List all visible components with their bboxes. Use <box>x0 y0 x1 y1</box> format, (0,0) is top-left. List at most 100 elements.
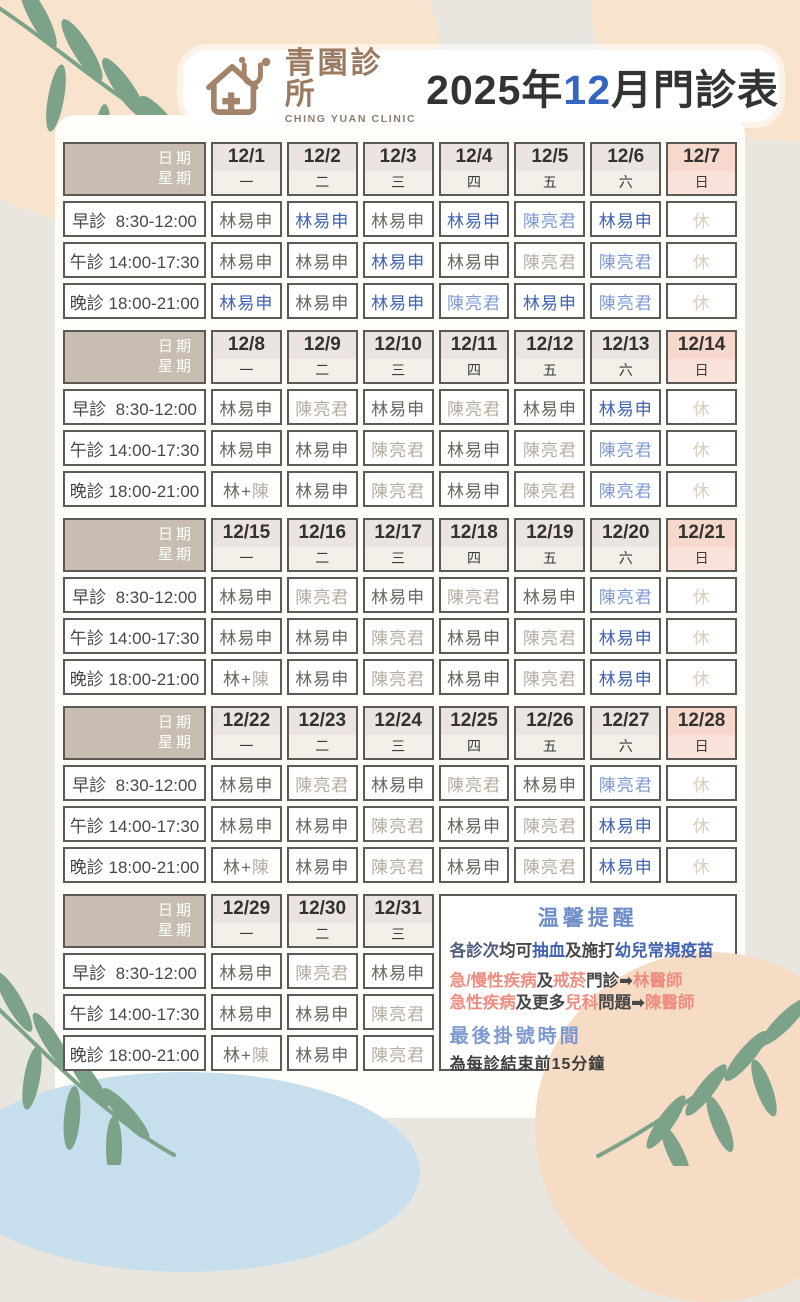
doctor-name: 林易申 <box>598 857 653 877</box>
doctor-name: 林易申 <box>598 628 653 648</box>
rest-label: 休 <box>692 293 711 313</box>
doctor-name: 林易申 <box>295 1004 350 1024</box>
weekday-value: 五 <box>516 546 584 570</box>
date-value: 12/2 <box>288 144 356 171</box>
schedule-cell: 休 <box>666 430 737 466</box>
date-header-cell: 12/24 三 <box>362 706 434 760</box>
notice-text-segment: 陳醫師 <box>644 993 695 1012</box>
schedule-cell: 陳亮君 <box>286 765 358 801</box>
date-header-cell: 12/21 日 <box>666 518 737 572</box>
doctor-name: 林+ <box>222 481 252 501</box>
week-table: 日期 星期 12/22 一 12/23 二 12/24 三 12/25 四 12/26 五 12/27 六… <box>63 706 737 883</box>
schedule-cell: 林易申 <box>514 283 586 319</box>
schedule-cell: 陳亮君 <box>286 577 358 613</box>
date-header-cell: 12/8 一 <box>211 330 282 384</box>
schedule-cell: 林易申 <box>438 618 510 654</box>
rest-label: 休 <box>692 481 711 501</box>
schedule-cell: 林易申 <box>590 201 662 237</box>
schedule-cell: 林易申 <box>286 806 358 842</box>
session-label-cell: 早診 8:30-12:00 <box>63 953 206 989</box>
date-value: 12/23 <box>288 708 356 735</box>
session-label-cell: 早診 8:30-12:00 <box>63 577 206 613</box>
doctor-name: 陳亮君 <box>371 628 426 648</box>
notice-text-segment: 林醫師 <box>632 971 683 990</box>
schedule-cell: 休 <box>666 847 737 883</box>
rest-label: 休 <box>692 816 711 836</box>
notice-panel: 温馨提醒 各診次均可抽血及施打幼兒常規疫苗 急/慢性疾病及戒菸門診➡林醫師 急性疾病及… <box>438 894 737 1074</box>
doctor-name: 林易申 <box>219 587 274 607</box>
weekday-value: 五 <box>516 170 584 194</box>
weekday-value: 三 <box>364 170 432 194</box>
schedule-cell: 林+ 陳 <box>211 1035 282 1071</box>
doctor-name: 陳亮君 <box>371 1045 426 1065</box>
schedule-cell: 陳亮君 <box>590 430 662 466</box>
doctor-name: 陳亮君 <box>371 669 426 689</box>
week-table: 日期 星期 12/15 一 12/16 二 12/17 三 12/18 四 12/19 五 12/20 六… <box>63 518 737 695</box>
notice-footer-text: 為每診結束前15分鐘 <box>449 1056 606 1074</box>
date-value: 12/25 <box>440 708 508 735</box>
date-value: 12/4 <box>440 144 508 171</box>
doctor-name: 林易申 <box>295 857 350 877</box>
date-value: 12/6 <box>592 144 660 171</box>
date-label: 日期 <box>157 337 194 355</box>
rest-label: 休 <box>692 775 711 795</box>
doctor-name: 林易申 <box>219 211 274 231</box>
schedule-cell: 林易申 <box>590 806 662 842</box>
notice-line: 各診次均可抽血及施打幼兒常規疫苗 <box>450 941 726 963</box>
schedule-cell: 陳亮君 <box>362 618 434 654</box>
notice-text-segment: 問題 <box>598 993 632 1012</box>
schedule-cell: 林+ 陳 <box>211 847 282 883</box>
weekday-value: 日 <box>668 358 735 382</box>
schedule-cell: 陳亮君 <box>590 577 662 613</box>
date-header-cell: 12/6 六 <box>590 142 662 196</box>
doctor-name: 林易申 <box>446 669 501 689</box>
notice-content: 温馨提醒 各診次均可抽血及施打幼兒常規疫苗 急/慢性疾病及戒菸門診➡林醫師 急性疾病及… <box>441 896 735 1074</box>
schedule-cell: 林易申 <box>362 242 434 278</box>
schedule-cell: 陳亮君 <box>438 283 510 319</box>
doctor-name: 林易申 <box>219 628 274 648</box>
corner-header-cell: 日期 星期 <box>63 330 206 384</box>
doctor-name: 林易申 <box>371 963 426 983</box>
weekday-value: 二 <box>288 922 356 946</box>
doctor-name: 林易申 <box>219 963 274 983</box>
schedule-cell: 林易申 <box>590 389 662 425</box>
doctor-name: 陳亮君 <box>446 293 501 313</box>
schedule-cell: 林易申 <box>286 1035 358 1071</box>
week-table: 日期 星期 12/8 一 12/9 二 12/10 三 12/11 四 12/12 五 12/13 六 12… <box>63 330 737 507</box>
date-value: 12/30 <box>288 896 356 923</box>
doctor-name: 林易申 <box>295 669 350 689</box>
page-title: 2025年12月門診表 <box>426 56 779 116</box>
doctor-name: 林易申 <box>522 587 577 607</box>
doctor-name: 陳亮君 <box>446 775 501 795</box>
doctor-name: 林易申 <box>522 399 577 419</box>
schedule-cell: 陳亮君 <box>590 471 662 507</box>
schedule-cell: 林易申 <box>438 659 510 695</box>
doctor-name: 林易申 <box>295 628 350 648</box>
doctor-name: 林易申 <box>598 669 653 689</box>
schedule-cell: 陳亮君 <box>362 430 434 466</box>
weekday-value: 一 <box>213 546 280 570</box>
schedule-cell: 林易申 <box>211 994 282 1030</box>
date-value: 12/1 <box>213 144 280 171</box>
date-value: 12/14 <box>668 332 735 359</box>
doctor-name: 林易申 <box>598 211 653 231</box>
schedule-tables: 日期 星期 12/1 一 12/2 二 12/3 三 12/4 四 12/5 五 12/6 六 12/7 日早… <box>63 142 737 1082</box>
date-header-cell: 12/1 一 <box>211 142 282 196</box>
schedule-cell: 休 <box>666 618 737 654</box>
schedule-cell: 陳亮君 <box>362 994 434 1030</box>
notice-text-segment: 抽血 <box>532 942 566 960</box>
title-year: 2025年 <box>426 67 564 113</box>
doctor-name: 林易申 <box>295 293 350 313</box>
date-label: 日期 <box>157 901 194 919</box>
schedule-cell: 林易申 <box>286 471 358 507</box>
date-value: 12/26 <box>516 708 584 735</box>
date-value: 12/27 <box>592 708 660 735</box>
doctor-name: 陳亮君 <box>598 440 653 460</box>
doctor-name: 陳 <box>251 1045 270 1065</box>
schedule-cell: 陳亮君 <box>514 430 586 466</box>
doctor-name: 陳亮君 <box>522 481 577 501</box>
date-header-cell: 12/12 五 <box>514 330 586 384</box>
corner-header-cell: 日期 星期 <box>63 706 206 760</box>
doctor-name: 林易申 <box>371 293 426 313</box>
notice-text-segment: 急/慢性疾病 <box>449 971 537 990</box>
